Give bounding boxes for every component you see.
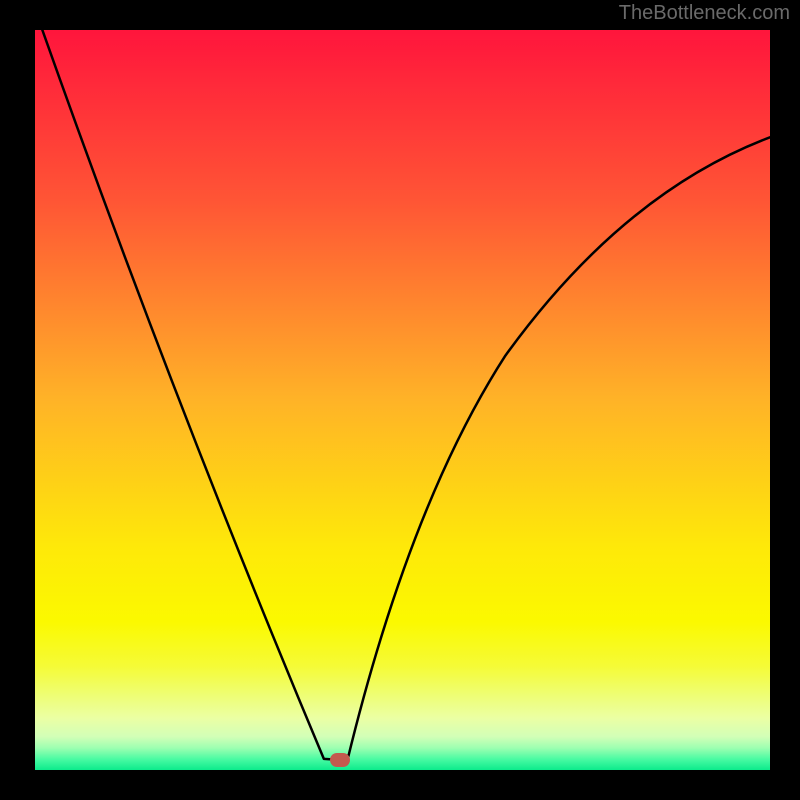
curve-path xyxy=(42,30,770,760)
plot-area xyxy=(35,30,770,770)
minimum-marker xyxy=(330,753,350,767)
bottleneck-curve xyxy=(35,30,770,770)
watermark-text: TheBottleneck.com xyxy=(619,2,790,25)
